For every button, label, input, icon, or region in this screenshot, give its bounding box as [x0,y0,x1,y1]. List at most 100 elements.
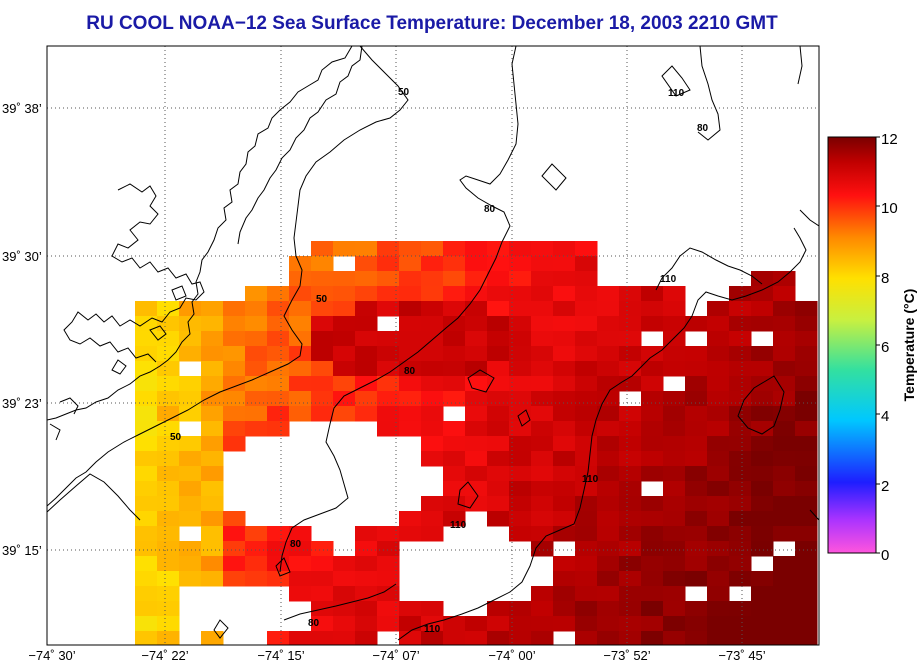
colorbar-tick-label: 8 [881,270,889,287]
sst-cell [245,376,268,392]
sst-cell [157,391,180,407]
sst-cell [619,631,642,645]
sst-cell [289,586,312,602]
isobath-110 [397,227,807,641]
sst-cell [355,601,378,617]
sst-cell [553,256,576,272]
sst-cell [311,301,334,317]
sst-cell [509,496,532,512]
sst-cell [531,511,554,527]
sst-cell [135,421,158,437]
sst-cell [289,331,312,347]
sst-cell [311,556,334,572]
sst-cell [663,436,686,452]
sst-cell [421,526,444,542]
sst-cell [773,406,796,422]
sst-cell [399,316,422,332]
sst-cell [399,301,422,317]
sst-cell [157,451,180,467]
sst-cell [795,451,818,467]
isobath-label: 50 [316,294,328,305]
sst-cell [333,631,356,645]
sst-cell [685,466,708,482]
isobath-label: 50 [170,432,182,443]
sst-cell [223,421,246,437]
sst-cell [157,511,180,527]
colorbar-title: Temperature (°C) [901,289,917,402]
isobath-80-south [283,583,397,621]
sst-cell [795,466,818,482]
sst-cell [553,376,576,392]
sst-cell [465,271,488,287]
sst-cell [135,346,158,362]
sst-cell [707,301,730,317]
sst-cell [377,556,400,572]
sst-cell [619,316,642,332]
isobath-label: 80 [290,539,302,550]
sst-cell [135,331,158,347]
sst-cell [333,376,356,392]
sst-cell [267,631,290,645]
sst-cell [487,631,510,645]
sst-cell [751,316,774,332]
sst-cell [663,526,686,542]
sst-cell [553,586,576,602]
sst-cell [377,541,400,557]
sst-cell [179,571,202,587]
colorbar-tick-label: 10 [881,200,898,217]
sst-cell [597,376,620,392]
sst-cell [729,421,752,437]
sst-cell [355,526,378,542]
sst-cell [663,541,686,557]
sst-cell [311,316,334,332]
sst-cell [267,376,290,392]
sst-cell [421,301,444,317]
sst-cell [465,391,488,407]
sst-cell [641,421,664,437]
sst-cell [157,481,180,497]
sst-cell [201,316,224,332]
sst-cell [795,601,818,617]
lon-tick-label: −74˚ 22’ [141,648,188,663]
sst-cell [377,256,400,272]
sst-cell [795,331,818,347]
sst-cell [245,301,268,317]
sst-cell [135,406,158,422]
sst-cell [201,301,224,317]
sst-cell [685,556,708,572]
sst-cell [751,421,774,437]
sst-cell [773,631,796,645]
sst-cell [597,556,620,572]
sst-cell [773,316,796,332]
map-panel: 50 50 50 80 80 80 80 80 110 110 110 110 … [46,45,820,646]
sst-cell [421,631,444,645]
sst-cell [729,526,752,542]
sst-cell [289,526,312,542]
sst-cell [641,451,664,467]
sst-cell [311,331,334,347]
sst-cell [641,571,664,587]
sst-cell [553,286,576,302]
sst-cell [377,331,400,347]
sst-cell [509,361,532,377]
sst-cell [707,616,730,632]
sst-cell [773,286,796,302]
sst-cell [223,571,246,587]
sst-cell [795,301,818,317]
sst-cell [597,541,620,557]
sst-cell [509,391,532,407]
sst-cell [465,346,488,362]
sst-cell [641,316,664,332]
sst-cell [619,331,642,347]
sst-cell [619,436,642,452]
sst-cell [179,376,202,392]
sst-cell [531,466,554,482]
sst-cell [157,631,180,645]
sst-cell [641,511,664,527]
isobaths [47,46,819,641]
sst-cell [773,526,796,542]
sst-cell [487,406,510,422]
sst-cell [223,541,246,557]
sst-cell [201,331,224,347]
